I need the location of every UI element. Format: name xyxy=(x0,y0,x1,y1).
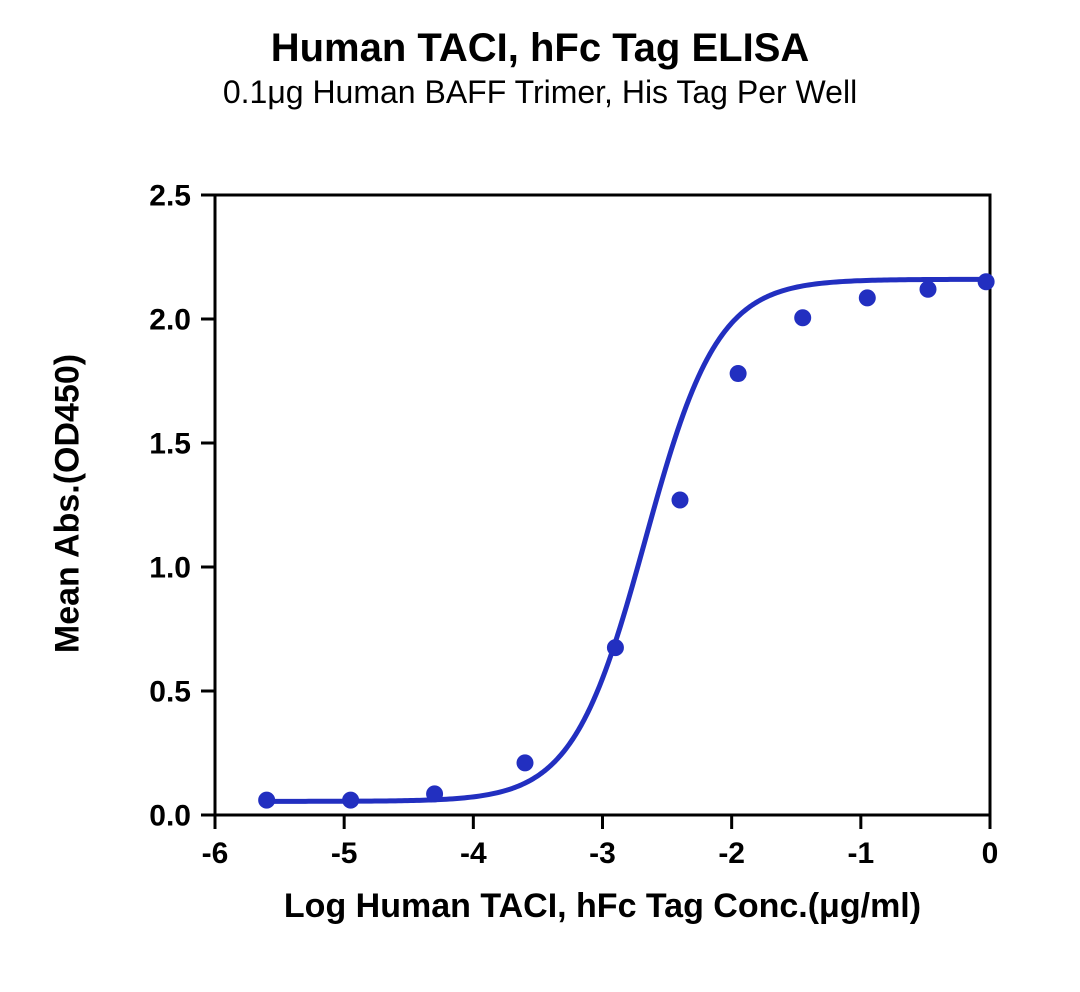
data-point xyxy=(859,290,875,306)
x-tick-label: -4 xyxy=(460,837,487,870)
y-axis-label: Mean Abs.(OD450) xyxy=(49,194,88,814)
data-point xyxy=(607,640,623,656)
chart-container: Human TACI, hFc Tag ELISA 0.1μg Human BA… xyxy=(0,0,1080,992)
chart-svg: -6 -5 -4 -3 -2 -1 0 0.0 0.5 1.0 1.5 2.0 2.5 xyxy=(0,0,1080,992)
x-tick-label: -3 xyxy=(589,837,616,870)
data-point xyxy=(730,366,746,382)
data-point xyxy=(795,310,811,326)
data-point xyxy=(920,281,936,297)
data-point xyxy=(672,492,688,508)
x-tick-label: -5 xyxy=(331,837,358,870)
plot-frame xyxy=(215,195,990,815)
data-point xyxy=(517,755,533,771)
x-axis-label: Log Human TACI, hFc Tag Conc.(μg/ml) xyxy=(215,887,990,926)
y-tick-label: 0.0 xyxy=(149,800,191,833)
y-tick-label: 1.0 xyxy=(149,552,191,585)
x-tick-label: 0 xyxy=(982,837,999,870)
y-tick-label: 2.0 xyxy=(149,304,191,337)
x-tick-label: -2 xyxy=(718,837,745,870)
x-tick-label: -6 xyxy=(202,837,229,870)
data-point xyxy=(427,786,443,802)
y-tick-label: 0.5 xyxy=(149,676,191,709)
fit-curve xyxy=(267,279,986,801)
y-tick-label: 1.5 xyxy=(149,428,191,461)
data-point xyxy=(259,792,275,808)
data-point xyxy=(343,792,359,808)
y-tick-label: 2.5 xyxy=(149,180,191,213)
x-tick-label: -1 xyxy=(847,837,874,870)
data-point xyxy=(978,274,994,290)
